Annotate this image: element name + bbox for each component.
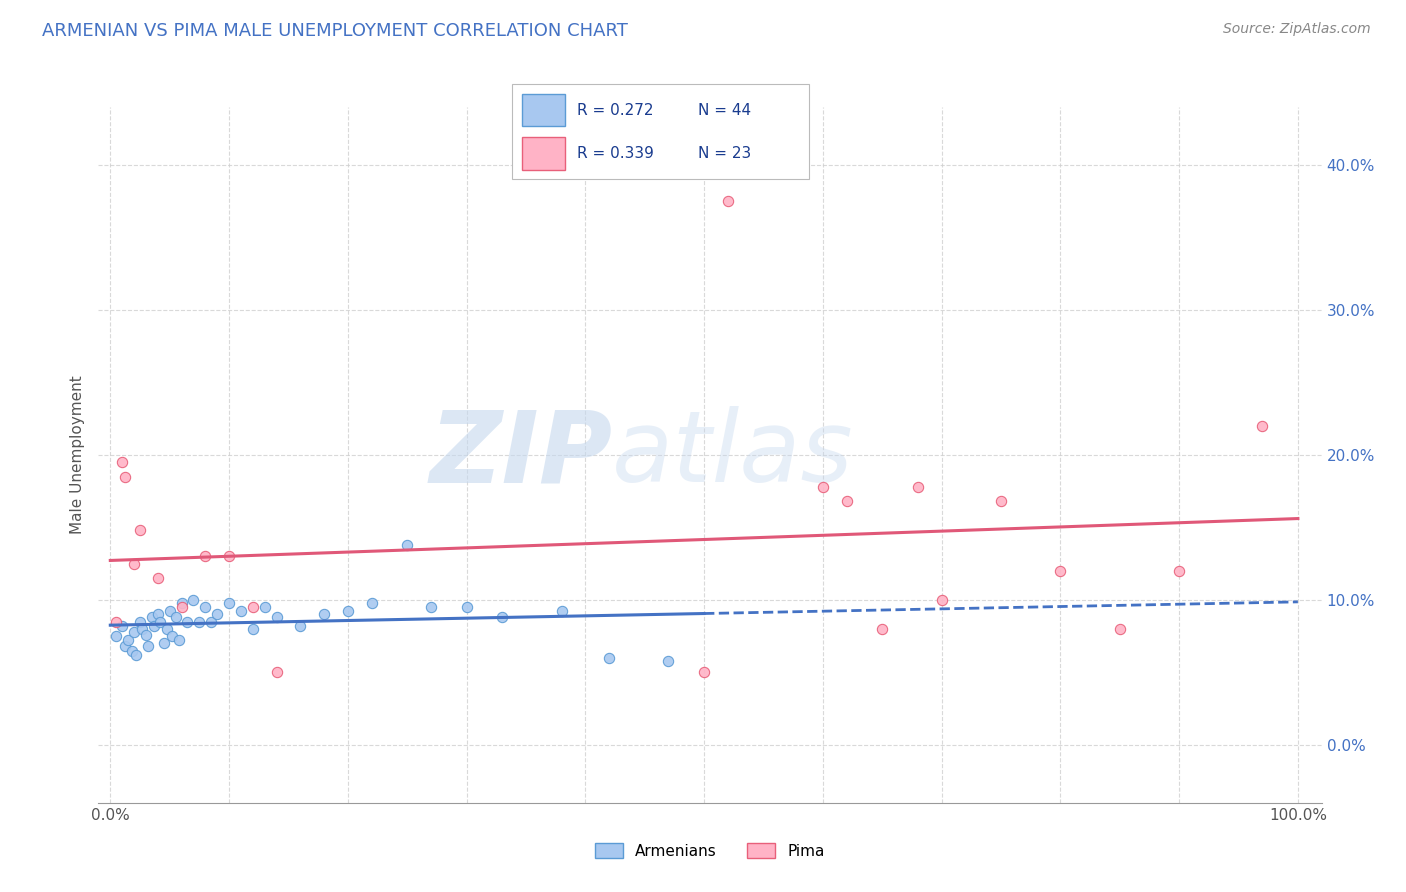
Text: N = 23: N = 23 <box>697 145 751 161</box>
Point <box>146 571 169 585</box>
Point <box>229 605 252 619</box>
Point <box>205 607 228 622</box>
Point <box>111 455 134 469</box>
Point <box>1108 622 1130 636</box>
Point <box>870 622 893 636</box>
Point <box>149 615 172 629</box>
Point <box>170 600 193 615</box>
FancyBboxPatch shape <box>522 94 565 127</box>
Point <box>105 615 128 629</box>
Text: ZIP: ZIP <box>429 407 612 503</box>
Point <box>931 592 953 607</box>
Point <box>491 610 513 624</box>
FancyBboxPatch shape <box>512 85 810 178</box>
Point <box>290 619 312 633</box>
Text: atlas: atlas <box>612 407 853 503</box>
Point <box>160 629 183 643</box>
Point <box>242 622 264 636</box>
FancyBboxPatch shape <box>522 136 565 169</box>
Point <box>129 523 152 537</box>
Point <box>1251 419 1274 434</box>
Point <box>167 633 190 648</box>
Point <box>312 607 335 622</box>
Point <box>114 469 136 483</box>
Point <box>1168 564 1191 578</box>
Point <box>125 648 148 662</box>
Point <box>135 628 157 642</box>
Point <box>835 494 858 508</box>
Point <box>159 605 181 619</box>
Point <box>176 615 198 629</box>
Point <box>242 600 264 615</box>
Point <box>131 622 153 636</box>
Point <box>456 600 478 615</box>
Point <box>122 557 145 571</box>
Text: R = 0.339: R = 0.339 <box>578 145 654 161</box>
Point <box>143 619 166 633</box>
Point <box>200 615 222 629</box>
Point <box>122 624 145 639</box>
Point <box>693 665 716 680</box>
Point <box>253 600 276 615</box>
Point <box>396 538 419 552</box>
Point <box>194 600 217 615</box>
Point <box>152 636 174 650</box>
Point <box>218 549 240 564</box>
Text: N = 44: N = 44 <box>697 103 751 118</box>
Point <box>717 194 740 209</box>
Point <box>129 615 152 629</box>
Point <box>121 643 143 657</box>
Point <box>550 605 572 619</box>
Text: R = 0.272: R = 0.272 <box>578 103 654 118</box>
Point <box>156 622 179 636</box>
Point <box>336 605 359 619</box>
Point <box>117 633 139 648</box>
Point <box>105 629 128 643</box>
Point <box>136 639 159 653</box>
Point <box>990 494 1012 508</box>
Point <box>420 600 443 615</box>
Point <box>218 596 240 610</box>
Point <box>266 610 288 624</box>
Point <box>165 610 187 624</box>
Point <box>811 480 834 494</box>
Point <box>266 665 288 680</box>
Point <box>114 639 136 653</box>
Point <box>183 592 205 607</box>
Legend: Armenians, Pima: Armenians, Pima <box>589 837 831 864</box>
Point <box>111 619 134 633</box>
Point <box>146 607 169 622</box>
Point <box>1049 564 1071 578</box>
Point <box>657 654 679 668</box>
Point <box>907 480 929 494</box>
Text: ARMENIAN VS PIMA MALE UNEMPLOYMENT CORRELATION CHART: ARMENIAN VS PIMA MALE UNEMPLOYMENT CORRE… <box>42 22 628 40</box>
Point <box>141 610 163 624</box>
Point <box>170 596 193 610</box>
Y-axis label: Male Unemployment: Male Unemployment <box>70 376 86 534</box>
Point <box>360 596 382 610</box>
Point <box>188 615 211 629</box>
Point <box>598 651 620 665</box>
Text: Source: ZipAtlas.com: Source: ZipAtlas.com <box>1223 22 1371 37</box>
Point <box>194 549 217 564</box>
